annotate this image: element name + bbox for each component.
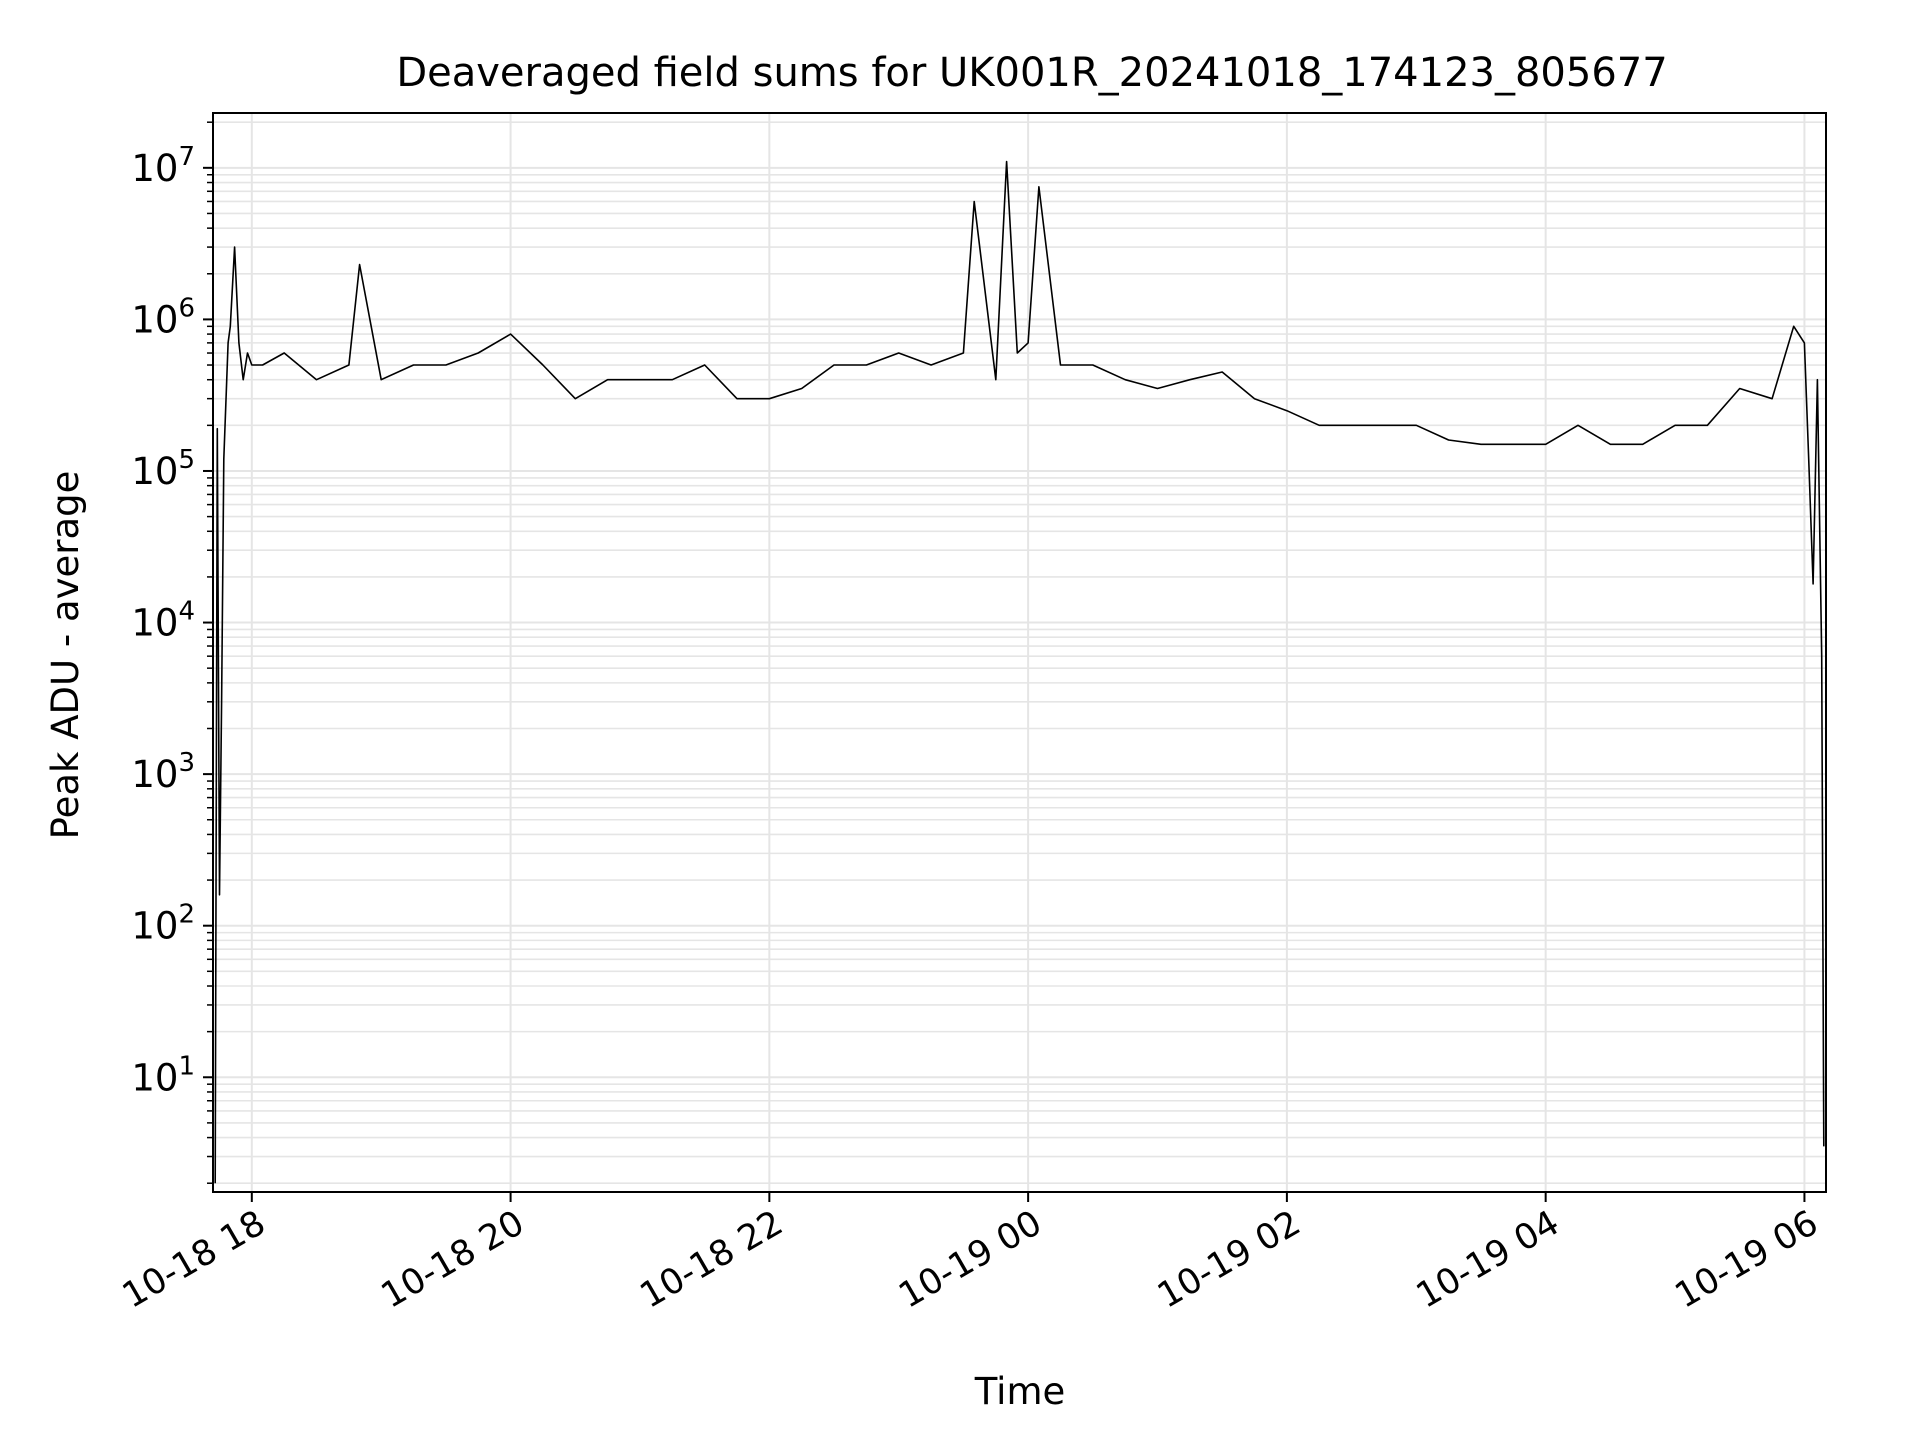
x-tick-label: 10-18 22 bbox=[634, 1203, 790, 1316]
axes-frame bbox=[212, 112, 1827, 1193]
x-axis-label: Time bbox=[974, 1370, 1066, 1413]
y-ticks: 101 102 103 104 105 106 107 bbox=[131, 121, 213, 1184]
y-tick-label: 104 bbox=[131, 597, 195, 645]
x-tick-label: 10-19 00 bbox=[892, 1203, 1048, 1316]
x-tick-label: 10-19 02 bbox=[1151, 1203, 1307, 1316]
x-tick-label: 10-19 06 bbox=[1669, 1203, 1825, 1316]
x-tick-label: 10-18 18 bbox=[116, 1203, 272, 1316]
y-tick-label: 101 bbox=[131, 1051, 195, 1099]
y-tick-label: 105 bbox=[131, 445, 195, 493]
y-tick-label: 106 bbox=[131, 293, 195, 341]
x-ticks: 10-18 18 10-18 20 10-18 22 10-19 00 10-19 02… bbox=[116, 1192, 1825, 1316]
x-tick-label: 10-19 04 bbox=[1410, 1203, 1566, 1316]
series-line bbox=[214, 160, 1825, 1184]
y-tick-label: 103 bbox=[131, 748, 195, 796]
grid bbox=[213, 113, 1826, 1192]
y-axis-label: Peak ADU - average bbox=[44, 471, 87, 840]
y-tick-label: 102 bbox=[131, 900, 195, 948]
y-tick-label: 107 bbox=[131, 142, 195, 190]
series-line-group bbox=[214, 160, 1825, 1184]
x-tick-label: 10-18 20 bbox=[375, 1203, 531, 1316]
chart-title: Deaveraged field sums for UK001R_2024101… bbox=[396, 50, 1667, 96]
